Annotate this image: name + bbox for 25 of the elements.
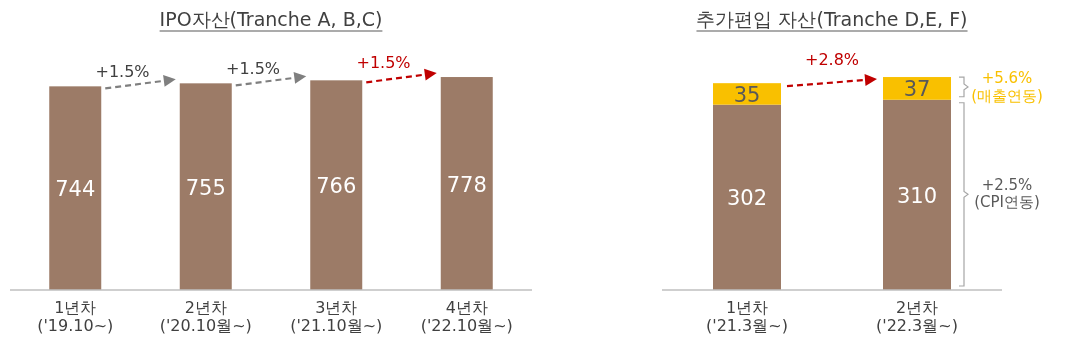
x-tick-label: 3년차 ('21.10월~) <box>290 298 383 336</box>
x-tick-label: 4년차 ('22.10월~) <box>420 298 513 336</box>
data-label: 35 <box>733 82 761 107</box>
bar <box>883 99 951 290</box>
bar <box>883 77 951 100</box>
x-tick-label: 1년차 ('19.10~) <box>37 298 114 336</box>
data-label: 766 <box>316 174 357 199</box>
annotation: +2.5% (CPI연동) <box>974 175 1040 212</box>
data-label: 744 <box>55 177 96 202</box>
data-label: 755 <box>185 175 226 200</box>
data-label: 778 <box>446 172 487 197</box>
x-tick-label: 2년차 ('20.10월~) <box>159 298 252 336</box>
x-tick-label: 2년차 ('22.3월~) <box>876 298 958 336</box>
annotation: +1.5% <box>95 62 150 82</box>
annotation: +5.6% (매출연동) <box>971 69 1043 105</box>
chart-title: 추가편입 자산(Tranche D,E, F) <box>696 8 968 30</box>
chart-title: IPO자산(Tranche A, B,C) <box>159 8 383 30</box>
text: +1.5% <box>356 53 411 73</box>
bar <box>713 104 781 290</box>
x-tick-label: 1년차 ('21.3월~) <box>706 298 788 336</box>
annotation: +1.5% <box>225 59 281 79</box>
data-label: 302 <box>726 186 768 211</box>
data-label: 37 <box>903 77 931 102</box>
text: +2.8% <box>804 50 860 70</box>
data-label: 310 <box>896 183 938 208</box>
